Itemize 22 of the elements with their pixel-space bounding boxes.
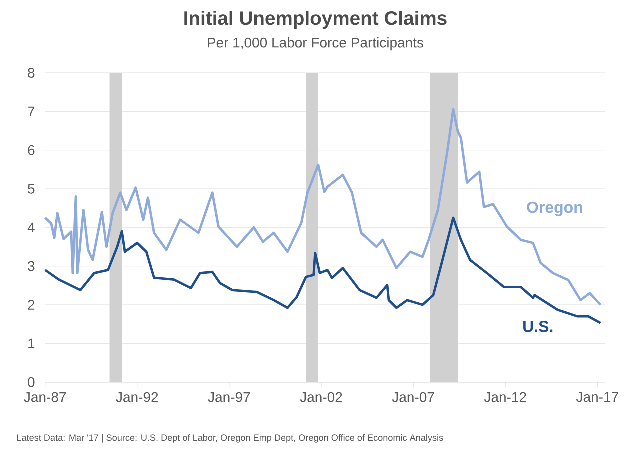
- y-tick-label: 5: [28, 184, 35, 194]
- x-tick-label: Jan-92: [116, 392, 158, 402]
- y-tick-label: 2: [28, 300, 35, 310]
- series-label: Oregon: [527, 202, 582, 216]
- y-tick-label: 8: [28, 68, 35, 78]
- y-tick-label: 0: [28, 377, 35, 388]
- x-tick-label: Jan-17: [576, 392, 618, 402]
- series-label: U.S.: [524, 320, 553, 332]
- chart-subtitle: Per 1,000 Labor Force Participants: [208, 38, 424, 51]
- y-tick-label: 7: [28, 106, 35, 116]
- chart-title: Initial Unemployment Claims: [184, 10, 447, 30]
- x-tick-label: Jan-87: [24, 392, 66, 402]
- line-series: [44, 108, 602, 306]
- y-tick-label: 6: [28, 145, 35, 156]
- y-tick-label: 1: [28, 338, 35, 348]
- x-tick-label: Jan-97: [208, 392, 250, 402]
- x-tick-label: Jan-07: [392, 392, 434, 402]
- y-tick-label: 4: [28, 222, 35, 232]
- text: Latest Data: Mar '17 | Source: U.S. Dept of Labor, Oregon Emp Dept, Oregon Office of Economic Analysis: [17, 434, 444, 443]
- x-tick-label: Jan-12: [484, 392, 526, 402]
- y-tick-label: 3: [28, 261, 35, 272]
- x-tick-label: Jan-02: [300, 392, 342, 402]
